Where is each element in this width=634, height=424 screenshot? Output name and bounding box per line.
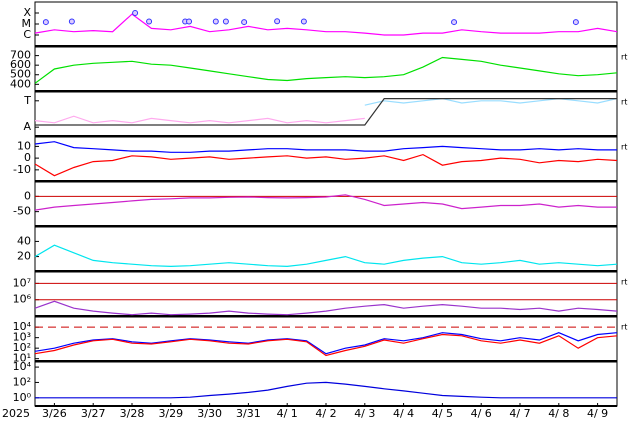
x-tick-label: 4/ 5 xyxy=(432,407,453,420)
y-tick-label: T xyxy=(23,94,31,107)
series-line xyxy=(34,332,618,355)
x-tick-label: 4/ 6 xyxy=(471,407,492,420)
y-tick-label: 600 xyxy=(10,58,31,71)
flare-marker xyxy=(241,19,248,26)
x-tick-label: 4/ 7 xyxy=(509,407,530,420)
x-tick-label: 3/30 xyxy=(197,407,222,420)
y-tick-label: 400 xyxy=(10,77,31,90)
panel-frame xyxy=(34,136,618,182)
x-tick-label: 4/ 2 xyxy=(315,407,336,420)
x-tick-label: 3/29 xyxy=(158,407,183,420)
series-line xyxy=(34,141,617,153)
series-line xyxy=(34,115,365,124)
y-tick-label: 10⁴ xyxy=(13,320,32,333)
y-tick-label: 0 xyxy=(24,189,31,202)
year-label: 2025 xyxy=(2,407,30,420)
y-tick-label: 10³ xyxy=(13,331,31,344)
y-tick-label: 10⁰ xyxy=(13,391,32,404)
y-tick-label: 40 xyxy=(17,234,31,247)
y-tick-label: 10⁶ xyxy=(13,293,32,306)
side-label: rt xyxy=(621,53,627,62)
flare-marker xyxy=(222,18,229,25)
series-line xyxy=(34,333,618,357)
flare-marker xyxy=(186,18,193,25)
panel-frame xyxy=(34,226,618,272)
y-tick-label: 10² xyxy=(13,341,31,354)
y-tick-label: 10 xyxy=(17,139,31,152)
y-tick-label: 20 xyxy=(17,250,31,263)
flare-marker xyxy=(572,19,579,26)
series-line xyxy=(34,300,618,316)
y-tick-label: 500 xyxy=(10,68,31,81)
series-line xyxy=(34,56,618,84)
series-line xyxy=(34,13,618,36)
y-tick-label: -50 xyxy=(13,205,31,218)
y-tick-label: 10⁴ xyxy=(13,360,32,373)
side-label: rt xyxy=(621,143,627,152)
y-tick-label: -10 xyxy=(13,163,31,176)
flare-marker xyxy=(274,18,281,25)
y-tick-label: A xyxy=(23,120,31,133)
x-tick-label: 4/ 4 xyxy=(393,407,414,420)
x-tick-label: 3/31 xyxy=(236,407,261,420)
x-tick-label: 4/ 8 xyxy=(548,407,569,420)
series-line xyxy=(35,381,617,399)
series-line xyxy=(34,153,618,177)
flare-marker xyxy=(42,19,49,26)
flare-marker xyxy=(68,18,75,25)
panel-frame xyxy=(34,1,618,47)
x-tick-label: 3/27 xyxy=(81,407,106,420)
flare-marker xyxy=(300,18,307,25)
series-line xyxy=(34,194,617,211)
flare-marker xyxy=(451,19,458,26)
flare-marker xyxy=(212,18,219,25)
flare-marker xyxy=(132,10,139,16)
x-tick-label: 4/ 3 xyxy=(354,407,375,420)
panel-frame xyxy=(34,181,618,227)
y-tick-label: 0 xyxy=(24,151,31,164)
x-tick-label: 3/28 xyxy=(120,407,145,420)
x-tick-label: 3/26 xyxy=(42,407,67,420)
y-tick-label: 10² xyxy=(13,375,31,388)
y-tick-label: C xyxy=(23,28,31,41)
y-tick-label: 10¹ xyxy=(13,352,31,365)
series-line xyxy=(35,98,617,126)
y-tick-label: 10⁷ xyxy=(13,276,31,289)
x-tick-label: 4/ 9 xyxy=(587,407,608,420)
series-line xyxy=(34,244,618,268)
panel-frame xyxy=(34,361,618,407)
flare-marker xyxy=(146,18,153,25)
x-tick-label: 4/ 1 xyxy=(277,407,298,420)
y-tick-label: X xyxy=(23,6,31,19)
side-label: rt xyxy=(621,278,627,287)
y-tick-label: 700 xyxy=(10,49,31,62)
series-line xyxy=(364,97,618,106)
y-tick-label: M xyxy=(22,17,32,30)
side-label: rt xyxy=(621,323,627,332)
side-label: rt xyxy=(621,98,627,107)
